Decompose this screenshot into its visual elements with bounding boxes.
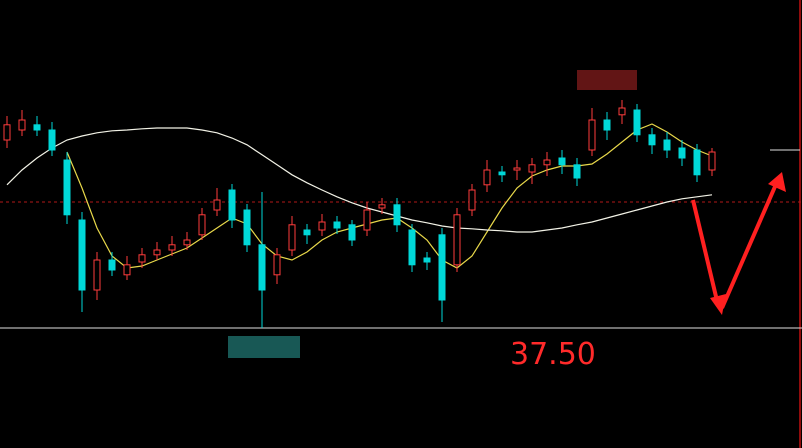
moving-averages	[6, 123, 713, 269]
candle-body	[48, 129, 56, 151]
candle-body	[453, 214, 461, 266]
candle-body	[513, 167, 521, 171]
candle-body	[483, 169, 491, 186]
candles	[3, 100, 716, 328]
candle-body	[303, 229, 311, 236]
candle-body	[528, 164, 536, 173]
candle-body	[183, 239, 191, 246]
arrow-stroke	[691, 199, 720, 306]
candle-body	[198, 214, 206, 236]
candle-body	[693, 149, 701, 176]
candle-body	[588, 119, 596, 151]
candle-body	[33, 124, 41, 131]
candle-body	[3, 124, 11, 141]
blurred-label	[577, 70, 637, 90]
candle-body	[138, 254, 146, 263]
candle-body	[363, 209, 371, 231]
candle-body	[633, 109, 641, 136]
candle-body	[18, 119, 26, 131]
candle-body	[663, 139, 671, 151]
candle-body	[558, 157, 566, 166]
candle-body	[603, 119, 611, 131]
candle-body	[648, 134, 656, 146]
moving-average	[6, 127, 713, 233]
candle-body	[78, 219, 86, 291]
candle-body	[543, 159, 551, 166]
candle-body	[273, 254, 281, 276]
candle-body	[378, 204, 386, 209]
candle-body	[438, 234, 446, 301]
candle-body	[123, 264, 131, 276]
blurred-label	[228, 336, 300, 358]
candle-body	[63, 159, 71, 216]
candle-body	[498, 171, 506, 176]
candle-body	[408, 229, 416, 266]
candle-body	[258, 244, 266, 291]
candle-body	[468, 189, 476, 211]
moving-average	[66, 123, 713, 269]
candle-body	[228, 189, 236, 221]
arrow-head	[768, 172, 786, 192]
candle-body	[153, 249, 161, 256]
candle-body	[288, 224, 296, 251]
candle-body	[333, 221, 341, 229]
arrow-head	[710, 294, 726, 315]
annotation-arrow	[691, 172, 786, 315]
candle-body	[243, 209, 251, 246]
candle-body	[348, 224, 356, 241]
candle-body	[93, 259, 101, 291]
candle-body	[678, 147, 686, 159]
candle-body	[708, 151, 716, 171]
candle-body	[108, 259, 116, 271]
candle-body	[393, 204, 401, 226]
candle-body	[213, 199, 221, 211]
price-label: 37.50	[510, 337, 596, 372]
candle-body	[618, 107, 626, 116]
candle-body	[318, 221, 326, 231]
candle-body	[573, 164, 581, 179]
candle-body	[168, 244, 176, 251]
candle-body	[423, 257, 431, 263]
arrow-stroke	[720, 181, 779, 309]
